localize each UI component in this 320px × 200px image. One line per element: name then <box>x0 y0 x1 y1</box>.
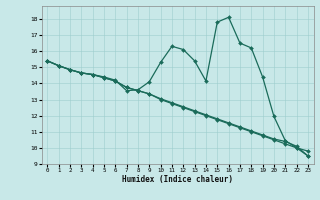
X-axis label: Humidex (Indice chaleur): Humidex (Indice chaleur) <box>122 175 233 184</box>
